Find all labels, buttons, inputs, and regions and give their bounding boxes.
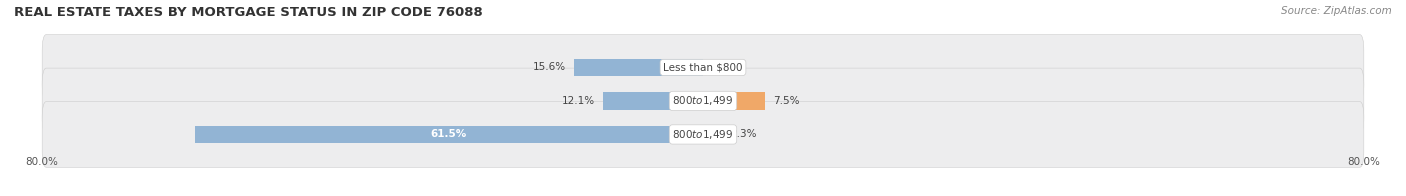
Text: Less than $800: Less than $800 xyxy=(664,63,742,73)
Bar xyxy=(703,126,723,143)
Legend: Without Mortgage, With Mortgage: Without Mortgage, With Mortgage xyxy=(582,193,824,196)
Text: $800 to $1,499: $800 to $1,499 xyxy=(672,94,734,107)
Text: 7.5%: 7.5% xyxy=(773,96,800,106)
Text: 2.3%: 2.3% xyxy=(730,129,756,139)
Text: $800 to $1,499: $800 to $1,499 xyxy=(672,128,734,141)
Bar xyxy=(574,59,703,76)
FancyBboxPatch shape xyxy=(42,102,1364,167)
Bar xyxy=(603,92,703,110)
FancyBboxPatch shape xyxy=(42,34,1364,100)
Text: 15.6%: 15.6% xyxy=(533,63,565,73)
Text: REAL ESTATE TAXES BY MORTGAGE STATUS IN ZIP CODE 76088: REAL ESTATE TAXES BY MORTGAGE STATUS IN … xyxy=(14,6,482,19)
Bar xyxy=(195,126,703,143)
Text: 61.5%: 61.5% xyxy=(430,129,467,139)
Bar xyxy=(703,92,765,110)
Text: 12.1%: 12.1% xyxy=(561,96,595,106)
FancyBboxPatch shape xyxy=(42,68,1364,134)
Text: Source: ZipAtlas.com: Source: ZipAtlas.com xyxy=(1281,6,1392,16)
Text: 0.0%: 0.0% xyxy=(711,63,738,73)
